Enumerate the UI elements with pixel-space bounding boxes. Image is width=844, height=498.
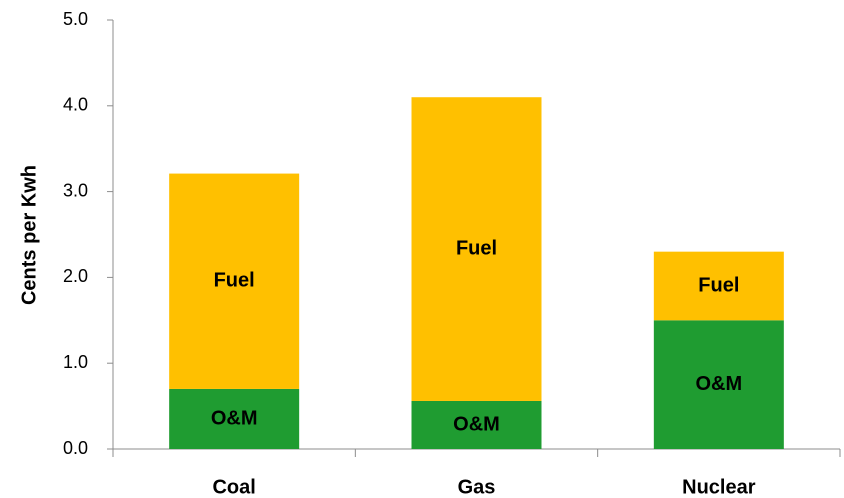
bar-segment bbox=[653, 251, 784, 321]
segment-label: O&M bbox=[695, 373, 742, 395]
segment-label: Fuel bbox=[214, 270, 255, 292]
segment-label: Fuel bbox=[456, 237, 497, 259]
y-tick-label: 2.0 bbox=[63, 266, 88, 286]
x-tick-label: Coal bbox=[212, 476, 255, 498]
y-tick-label: 5.0 bbox=[63, 9, 88, 29]
bar-segment bbox=[169, 388, 300, 449]
y-tick-label: 0.0 bbox=[63, 438, 88, 458]
y-tick-label: 3.0 bbox=[63, 180, 88, 200]
bar-segment bbox=[169, 173, 300, 389]
bar-segment bbox=[411, 97, 542, 401]
segment-label: O&M bbox=[453, 413, 500, 435]
bar-segment bbox=[411, 400, 542, 449]
bar-segment bbox=[653, 320, 784, 449]
segment-label: O&M bbox=[211, 407, 258, 429]
y-tick-label: 4.0 bbox=[63, 95, 88, 115]
y-axis-label: Cents per Kwh bbox=[18, 165, 40, 305]
x-tick-label: Nuclear bbox=[682, 476, 756, 498]
y-tick-label: 1.0 bbox=[63, 352, 88, 372]
x-tick-label: Gas bbox=[458, 476, 496, 498]
segment-label: Fuel bbox=[698, 274, 739, 296]
